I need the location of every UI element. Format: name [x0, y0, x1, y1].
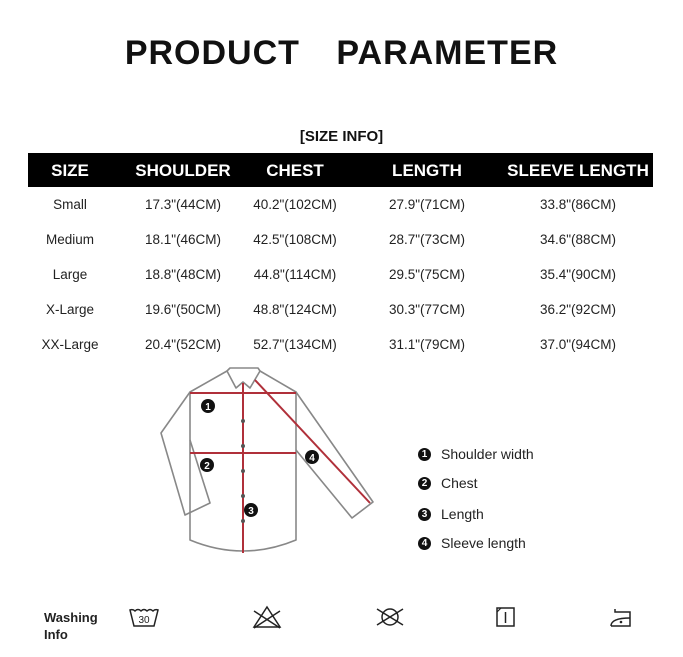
size-table-row: Medium 18.1"(46CM) 42.5"(108CM) 28.7"(73CM)…: [28, 232, 653, 252]
table-cell: 19.6"(50CM): [144, 302, 222, 317]
table-cell: Large: [52, 267, 88, 282]
legend-item: 4 Sleeve length: [418, 535, 526, 551]
marker-3: 3: [248, 506, 254, 517]
table-cell: Medium: [45, 232, 95, 247]
header-chest: CHEST: [266, 161, 324, 180]
table-cell: 31.1"(79CM): [388, 337, 466, 352]
table-cell: 40.2"(102CM): [253, 197, 337, 212]
machine-wash-30-icon: 30: [129, 608, 159, 627]
table-cell: 30.3"(77CM): [388, 302, 466, 317]
table-cell: X-Large: [45, 302, 95, 317]
do-not-tumble-dry-icon: [376, 608, 404, 626]
shirt-buttons: [241, 419, 245, 523]
legend-item: 3 Length: [418, 506, 484, 522]
table-cell: 17.3"(44CM): [144, 197, 222, 212]
legend-label: Sleeve length: [441, 535, 526, 551]
sleeve-measure-line: [254, 379, 371, 504]
size-table-header: SIZE SHOULDER CHEST LENGTH SLEEVE LENGTH: [28, 153, 653, 187]
marker-4: 4: [309, 453, 315, 464]
size-table-row: XX-Large 20.4"(52CM) 52.7"(134CM) 31.1"(79C…: [28, 337, 653, 357]
marker-2: 2: [204, 461, 210, 472]
legend-number: 1: [418, 447, 431, 461]
table-cell: 33.8"(86CM): [539, 197, 617, 212]
table-cell: 48.8"(124CM): [253, 302, 337, 317]
table-cell: 42.5"(108CM): [253, 232, 337, 247]
washing-label-line1: Washing: [44, 610, 98, 625]
legend-number: 3: [418, 507, 431, 521]
table-cell: 34.6"(88CM): [539, 232, 617, 247]
table-cell: 44.8"(114CM): [253, 267, 337, 282]
table-cell: 28.7"(73CM): [388, 232, 466, 247]
header-shoulder: SHOULDER: [135, 161, 231, 180]
header-length: LENGTH: [392, 161, 462, 180]
legend-number: 2: [418, 476, 431, 490]
table-cell: 18.1"(46CM): [144, 232, 222, 247]
table-cell: 29.5"(75CM): [388, 267, 466, 282]
legend-label: Length: [441, 506, 484, 522]
size-info-heading: [SIZE INFO]: [299, 128, 384, 145]
header-size: SIZE: [51, 161, 89, 180]
do-not-bleach-icon: [252, 605, 282, 629]
page-title: PRODUCT PARAMETER: [124, 34, 559, 72]
legend-label: Shoulder width: [441, 446, 534, 462]
iron-low-icon: [610, 609, 631, 627]
shirt-collar: [226, 367, 261, 389]
size-table-row: X-Large 19.6"(50CM) 48.8"(124CM) 30.3"(77CM…: [28, 302, 653, 322]
size-table-row: Large 18.8"(48CM) 44.8"(114CM) 29.5"(75CM) 3…: [28, 267, 653, 287]
marker-1: 1: [205, 402, 211, 413]
wash-temp: 30: [138, 615, 150, 626]
legend-label: Chest: [441, 475, 478, 491]
table-cell: 52.7"(134CM): [253, 337, 337, 352]
right-sleeve: [295, 391, 374, 519]
table-cell: 37.0"(94CM): [539, 337, 617, 352]
legend-item: 2 Chest: [418, 475, 478, 491]
legend-item: 1 Shoulder width: [418, 446, 534, 462]
header-sleeve-length: SLEEVE LENGTH: [507, 161, 649, 180]
table-cell: 20.4"(52CM): [144, 337, 222, 352]
washing-info-label: Washing Info: [44, 609, 98, 643]
table-cell: 35.4"(90CM): [539, 267, 617, 282]
table-cell: 18.8"(48CM): [144, 267, 222, 282]
drip-dry-icon: [496, 607, 515, 627]
table-cell: XX-Large: [41, 337, 99, 352]
size-table-row: Small 17.3"(44CM) 40.2"(102CM) 27.9"(71CM) 3…: [28, 197, 653, 217]
left-sleeve: [160, 391, 211, 516]
table-cell: Small: [53, 197, 87, 212]
legend-number: 4: [418, 536, 431, 550]
washing-label-line2: Info: [44, 627, 68, 642]
table-cell: 27.9"(71CM): [388, 197, 466, 212]
table-cell: 36.2"(92CM): [539, 302, 617, 317]
